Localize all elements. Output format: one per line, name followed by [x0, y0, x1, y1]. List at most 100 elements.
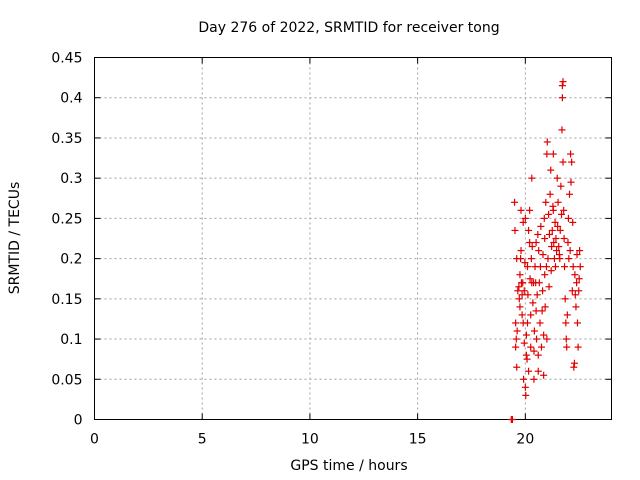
- y-axis-label: SRMTID / TECUs: [7, 182, 23, 295]
- data-point: [541, 303, 549, 311]
- data-point: [534, 367, 542, 375]
- data-point: [560, 235, 568, 242]
- data-point: [543, 150, 551, 158]
- data-point: [521, 259, 529, 267]
- data-point: [521, 383, 529, 391]
- data-point: [530, 375, 538, 383]
- data-point: [517, 206, 525, 214]
- data-point: [513, 327, 521, 335]
- data-point: [555, 243, 563, 251]
- data-point: [514, 287, 522, 295]
- data-point: [570, 363, 578, 371]
- chart-title: Day 276 of 2022, SRMTID for receiver ton…: [198, 20, 499, 36]
- data-point: [516, 271, 524, 279]
- data-point: [549, 150, 557, 158]
- data-point: [554, 222, 562, 230]
- data-point: [515, 283, 523, 291]
- data-point: [534, 230, 542, 238]
- data-point: [565, 255, 573, 263]
- data-point: [565, 190, 573, 198]
- plot-frame: [94, 57, 612, 420]
- data-point: [522, 391, 530, 399]
- data-point: [575, 287, 583, 295]
- data-point: [520, 375, 528, 383]
- data-point: [537, 222, 545, 230]
- data-point: [512, 319, 520, 327]
- data-point: [536, 263, 544, 271]
- data-point: [527, 255, 535, 263]
- data-point: [551, 263, 559, 271]
- data-point: [571, 291, 579, 299]
- data-point: [511, 226, 519, 234]
- data-point: [563, 311, 571, 319]
- x-tick-label: 20: [516, 432, 534, 448]
- axis-ticks: 0 0.05 0.1 0.15 0.2 0.25 0.3 0.35 0.4 0.45 0 5 10 15 2…: [51, 51, 612, 448]
- y-tick-label: 0.25: [51, 211, 82, 227]
- x-tick-label: 10: [301, 432, 319, 448]
- y-tick-label: 0.4: [60, 91, 82, 107]
- data-point: [548, 243, 556, 251]
- data-point: [533, 335, 541, 343]
- data-point: [523, 319, 531, 327]
- data-point: [525, 367, 533, 375]
- data-point: [535, 279, 543, 287]
- data-point: [542, 198, 550, 206]
- data-point: [548, 226, 556, 234]
- data-point: [558, 94, 566, 102]
- data-point: [539, 287, 547, 295]
- data-point: [556, 255, 564, 263]
- data-point: [537, 343, 545, 351]
- data-point: [558, 82, 566, 90]
- data-point: [526, 275, 534, 283]
- data-point: [538, 307, 546, 315]
- data-point: [519, 279, 527, 287]
- data-series: [507, 78, 584, 423]
- x-tick-label: 5: [198, 432, 207, 448]
- data-point: [541, 271, 549, 279]
- data-point: [545, 283, 553, 291]
- data-point: [540, 214, 548, 222]
- data-point: [508, 416, 516, 423]
- data-point: [571, 271, 579, 279]
- data-point: [552, 235, 560, 242]
- data-point: [527, 311, 535, 319]
- data-point: [529, 299, 537, 307]
- data-point: [567, 178, 575, 186]
- data-point: [573, 279, 581, 287]
- data-point: [569, 218, 577, 226]
- data-point: [564, 214, 572, 222]
- data-point: [572, 303, 580, 311]
- data-point: [530, 347, 538, 355]
- data-point: [560, 206, 568, 214]
- data-point: [563, 343, 571, 351]
- data-point: [550, 239, 558, 247]
- data-point: [574, 343, 582, 351]
- data-point: [542, 263, 550, 271]
- data-point: [566, 247, 574, 255]
- data-point: [561, 263, 569, 271]
- data-point: [541, 235, 549, 242]
- data-point: [540, 371, 548, 379]
- data-point: [523, 355, 531, 363]
- data-point: [517, 255, 525, 263]
- data-point: [564, 239, 572, 247]
- x-tick-label: 0: [90, 432, 99, 448]
- data-point: [517, 247, 525, 255]
- data-point: [532, 239, 540, 247]
- data-point: [546, 190, 554, 198]
- data-point: [528, 243, 536, 251]
- data-point: [520, 339, 528, 347]
- x-axis-label: GPS time / hours: [290, 458, 407, 474]
- data-point: [519, 218, 527, 226]
- data-point: [522, 351, 530, 359]
- data-point: [569, 263, 577, 271]
- data-point: [567, 150, 575, 158]
- data-point: [570, 359, 578, 367]
- data-point: [520, 287, 528, 295]
- data-point: [521, 214, 529, 222]
- data-point: [518, 311, 526, 319]
- data-point: [559, 78, 567, 86]
- data-point: [523, 263, 531, 271]
- data-point: [524, 291, 532, 299]
- data-point: [559, 158, 567, 166]
